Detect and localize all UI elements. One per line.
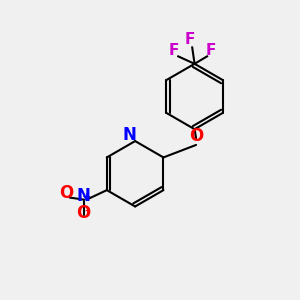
Text: -: - — [84, 205, 89, 219]
Text: N: N — [123, 126, 137, 144]
Text: +: + — [82, 192, 91, 202]
Text: F: F — [169, 43, 179, 58]
Text: F: F — [185, 32, 195, 47]
Text: F: F — [206, 43, 216, 58]
Text: O: O — [60, 184, 74, 202]
Text: N: N — [76, 187, 90, 205]
Text: O: O — [189, 127, 203, 145]
Text: O: O — [76, 204, 90, 222]
